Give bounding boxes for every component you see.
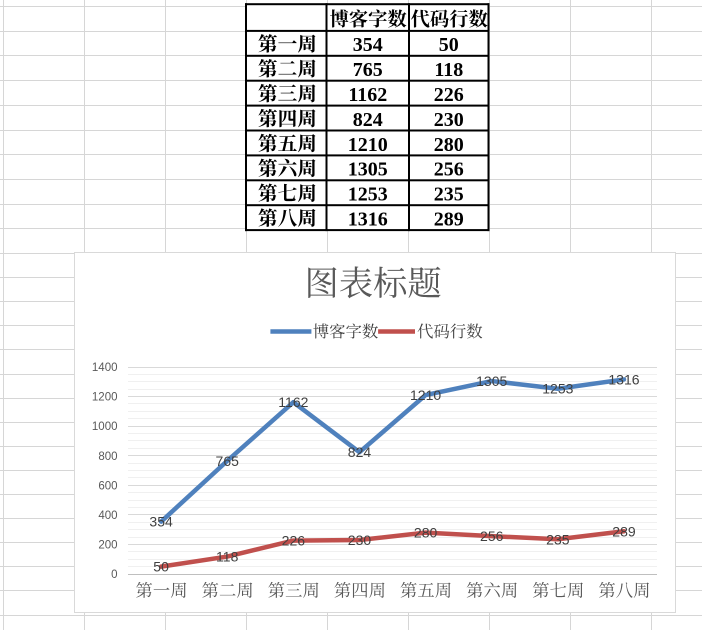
- svg-text:765: 765: [353, 59, 383, 81]
- svg-text:765: 765: [216, 453, 240, 469]
- svg-text:50: 50: [439, 34, 459, 56]
- svg-text:1200: 1200: [92, 392, 118, 404]
- svg-text:235: 235: [434, 184, 464, 206]
- svg-text:289: 289: [434, 208, 464, 230]
- svg-text:1400: 1400: [92, 362, 118, 374]
- svg-text:226: 226: [282, 533, 306, 549]
- svg-text:354: 354: [149, 514, 173, 530]
- svg-text:1305: 1305: [348, 159, 388, 181]
- svg-text:1253: 1253: [348, 184, 388, 206]
- svg-text:0: 0: [111, 569, 117, 581]
- svg-text:1316: 1316: [608, 371, 639, 387]
- svg-text:280: 280: [434, 134, 464, 156]
- svg-text:1162: 1162: [278, 394, 308, 410]
- svg-text:1253: 1253: [542, 381, 573, 397]
- svg-text:1000: 1000: [92, 421, 118, 433]
- svg-text:600: 600: [98, 480, 117, 492]
- svg-text:354: 354: [353, 34, 383, 56]
- svg-text:256: 256: [480, 528, 504, 544]
- svg-text:230: 230: [348, 532, 372, 548]
- svg-text:1210: 1210: [348, 134, 388, 156]
- svg-text:235: 235: [546, 531, 570, 547]
- svg-text:824: 824: [353, 109, 383, 131]
- svg-text:226: 226: [434, 84, 464, 106]
- svg-text:289: 289: [612, 523, 636, 539]
- svg-text:200: 200: [98, 540, 117, 552]
- svg-text:1305: 1305: [476, 373, 507, 389]
- svg-text:118: 118: [434, 59, 463, 81]
- svg-text:800: 800: [98, 451, 117, 463]
- svg-text:400: 400: [98, 510, 117, 522]
- svg-text:824: 824: [348, 444, 372, 460]
- svg-text:1316: 1316: [348, 208, 388, 230]
- svg-text:50: 50: [153, 559, 169, 575]
- svg-text:280: 280: [414, 525, 438, 541]
- svg-text:1210: 1210: [410, 387, 441, 403]
- svg-text:118: 118: [216, 549, 239, 565]
- svg-text:256: 256: [434, 159, 464, 181]
- svg-text:230: 230: [434, 109, 464, 131]
- svg-text:1162: 1162: [348, 84, 387, 106]
